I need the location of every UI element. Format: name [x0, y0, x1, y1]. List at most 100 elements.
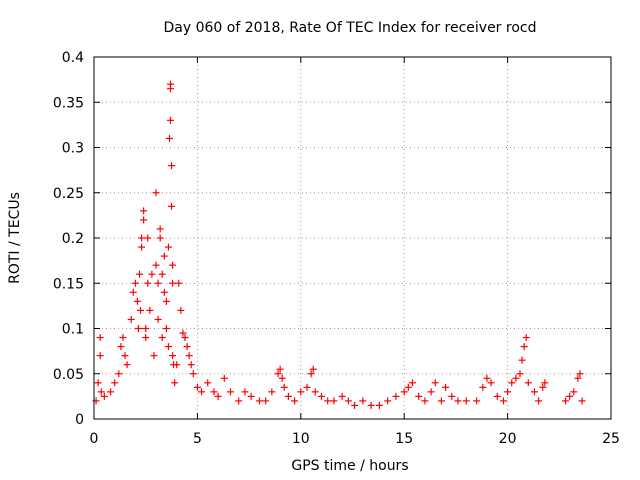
data-point — [97, 388, 105, 396]
data-point — [100, 392, 108, 400]
data-point — [427, 388, 435, 396]
data-point — [522, 334, 530, 342]
y-tick-label: 0.3 — [62, 141, 84, 157]
data-point — [392, 392, 400, 400]
data-point — [504, 388, 512, 396]
data-point — [171, 379, 179, 387]
grid-lines — [94, 57, 611, 419]
y-tick-label: 0.2 — [62, 231, 84, 247]
data-point — [338, 392, 346, 400]
data-point — [138, 234, 146, 242]
data-point — [520, 343, 528, 351]
data-point — [156, 225, 164, 233]
data-point — [535, 397, 543, 405]
data-point — [134, 325, 142, 332]
data-point — [142, 334, 150, 342]
data-point — [518, 356, 526, 364]
data-point — [404, 383, 412, 391]
data-point — [576, 370, 584, 378]
data-point — [210, 388, 218, 396]
y-tick-label: 0.35 — [53, 95, 84, 111]
data-point — [167, 116, 175, 124]
data-point — [570, 388, 578, 396]
data-point — [220, 374, 228, 382]
data-point — [235, 397, 243, 405]
data-point — [96, 352, 104, 360]
data-point — [214, 392, 222, 400]
data-point — [578, 397, 586, 405]
y-tick-label: 0.15 — [53, 276, 84, 292]
x-axis-title: GPS time / hours — [291, 458, 408, 474]
data-point — [160, 252, 168, 260]
data-point — [135, 270, 143, 278]
y-tick-label: 0.25 — [53, 186, 84, 202]
data-point — [278, 374, 286, 382]
y-tick-label: 0 — [75, 412, 84, 428]
data-point — [241, 388, 249, 396]
data-point — [437, 397, 445, 405]
data-point — [127, 315, 135, 323]
data-point — [140, 216, 148, 224]
data-point — [400, 388, 408, 396]
data-point — [133, 297, 141, 305]
data-point — [274, 370, 282, 378]
y-axis-title: ROTI / TECUs — [7, 192, 23, 284]
data-point — [131, 279, 139, 287]
data-point — [173, 361, 181, 369]
x-tick-label: 0 — [90, 431, 99, 447]
data-point — [284, 392, 292, 400]
data-point — [144, 234, 152, 242]
data-point — [311, 388, 319, 396]
data-point — [169, 279, 177, 287]
data-point — [148, 270, 156, 278]
data-point — [111, 379, 119, 387]
x-tick-label: 5 — [193, 431, 202, 447]
data-point — [107, 388, 115, 396]
data-point — [144, 279, 152, 287]
data-point — [483, 374, 491, 382]
data-point — [162, 325, 170, 332]
data-point — [117, 343, 125, 351]
data-point — [94, 379, 102, 387]
data-point — [165, 134, 173, 142]
data-point — [115, 370, 123, 378]
data-point — [123, 361, 131, 369]
data-point — [181, 334, 189, 342]
data-point — [442, 383, 450, 391]
data-point — [226, 388, 234, 396]
data-point — [158, 334, 166, 342]
data-point — [566, 392, 574, 400]
x-tick-label: 15 — [395, 431, 413, 447]
y-tick-label: 0.05 — [53, 367, 84, 383]
data-point — [162, 297, 170, 305]
y-tick-label: 0.4 — [62, 50, 84, 66]
data-point — [140, 207, 148, 215]
data-point — [562, 397, 570, 405]
data-point — [351, 401, 359, 409]
data-point — [96, 334, 104, 342]
data-point — [167, 85, 175, 93]
data-point — [187, 361, 195, 369]
data-point — [408, 379, 416, 387]
data-point — [193, 383, 201, 391]
data-point — [129, 288, 137, 296]
data-point — [280, 383, 288, 391]
data-point — [150, 352, 158, 360]
data-point — [154, 279, 162, 287]
data-point — [367, 401, 375, 409]
data-point — [530, 388, 538, 396]
data-point — [539, 383, 547, 391]
data-point — [142, 325, 150, 332]
data-point — [168, 202, 176, 210]
data-point — [375, 401, 383, 409]
data-point — [121, 352, 129, 360]
data-point — [479, 383, 487, 391]
data-point — [473, 397, 481, 405]
data-point — [307, 370, 315, 378]
x-tick-label: 20 — [499, 431, 517, 447]
data-point — [508, 379, 516, 387]
data-point — [384, 397, 392, 405]
data-point — [204, 379, 212, 387]
data-point — [183, 343, 191, 351]
